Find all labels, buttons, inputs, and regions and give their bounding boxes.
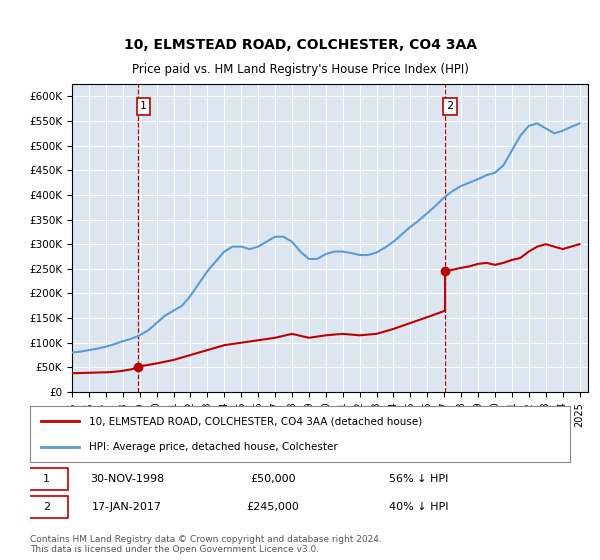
Text: Price paid vs. HM Land Registry's House Price Index (HPI): Price paid vs. HM Land Registry's House … [131,63,469,77]
Text: 1: 1 [43,474,50,484]
Text: 1: 1 [140,101,147,111]
Text: 2: 2 [446,101,454,111]
Text: £245,000: £245,000 [247,502,299,512]
Text: 30-NOV-1998: 30-NOV-1998 [90,474,164,484]
Text: 10, ELMSTEAD ROAD, COLCHESTER, CO4 3AA: 10, ELMSTEAD ROAD, COLCHESTER, CO4 3AA [124,38,476,52]
Text: Contains HM Land Registry data © Crown copyright and database right 2024.
This d: Contains HM Land Registry data © Crown c… [30,535,382,554]
Text: 56% ↓ HPI: 56% ↓ HPI [389,474,448,484]
FancyBboxPatch shape [25,496,68,519]
Text: £50,000: £50,000 [250,474,296,484]
Text: 2: 2 [43,502,50,512]
Text: HPI: Average price, detached house, Colchester: HPI: Average price, detached house, Colc… [89,442,338,452]
Text: 40% ↓ HPI: 40% ↓ HPI [389,502,449,512]
Text: 10, ELMSTEAD ROAD, COLCHESTER, CO4 3AA (detached house): 10, ELMSTEAD ROAD, COLCHESTER, CO4 3AA (… [89,416,422,426]
Text: 17-JAN-2017: 17-JAN-2017 [92,502,162,512]
FancyBboxPatch shape [25,468,68,490]
